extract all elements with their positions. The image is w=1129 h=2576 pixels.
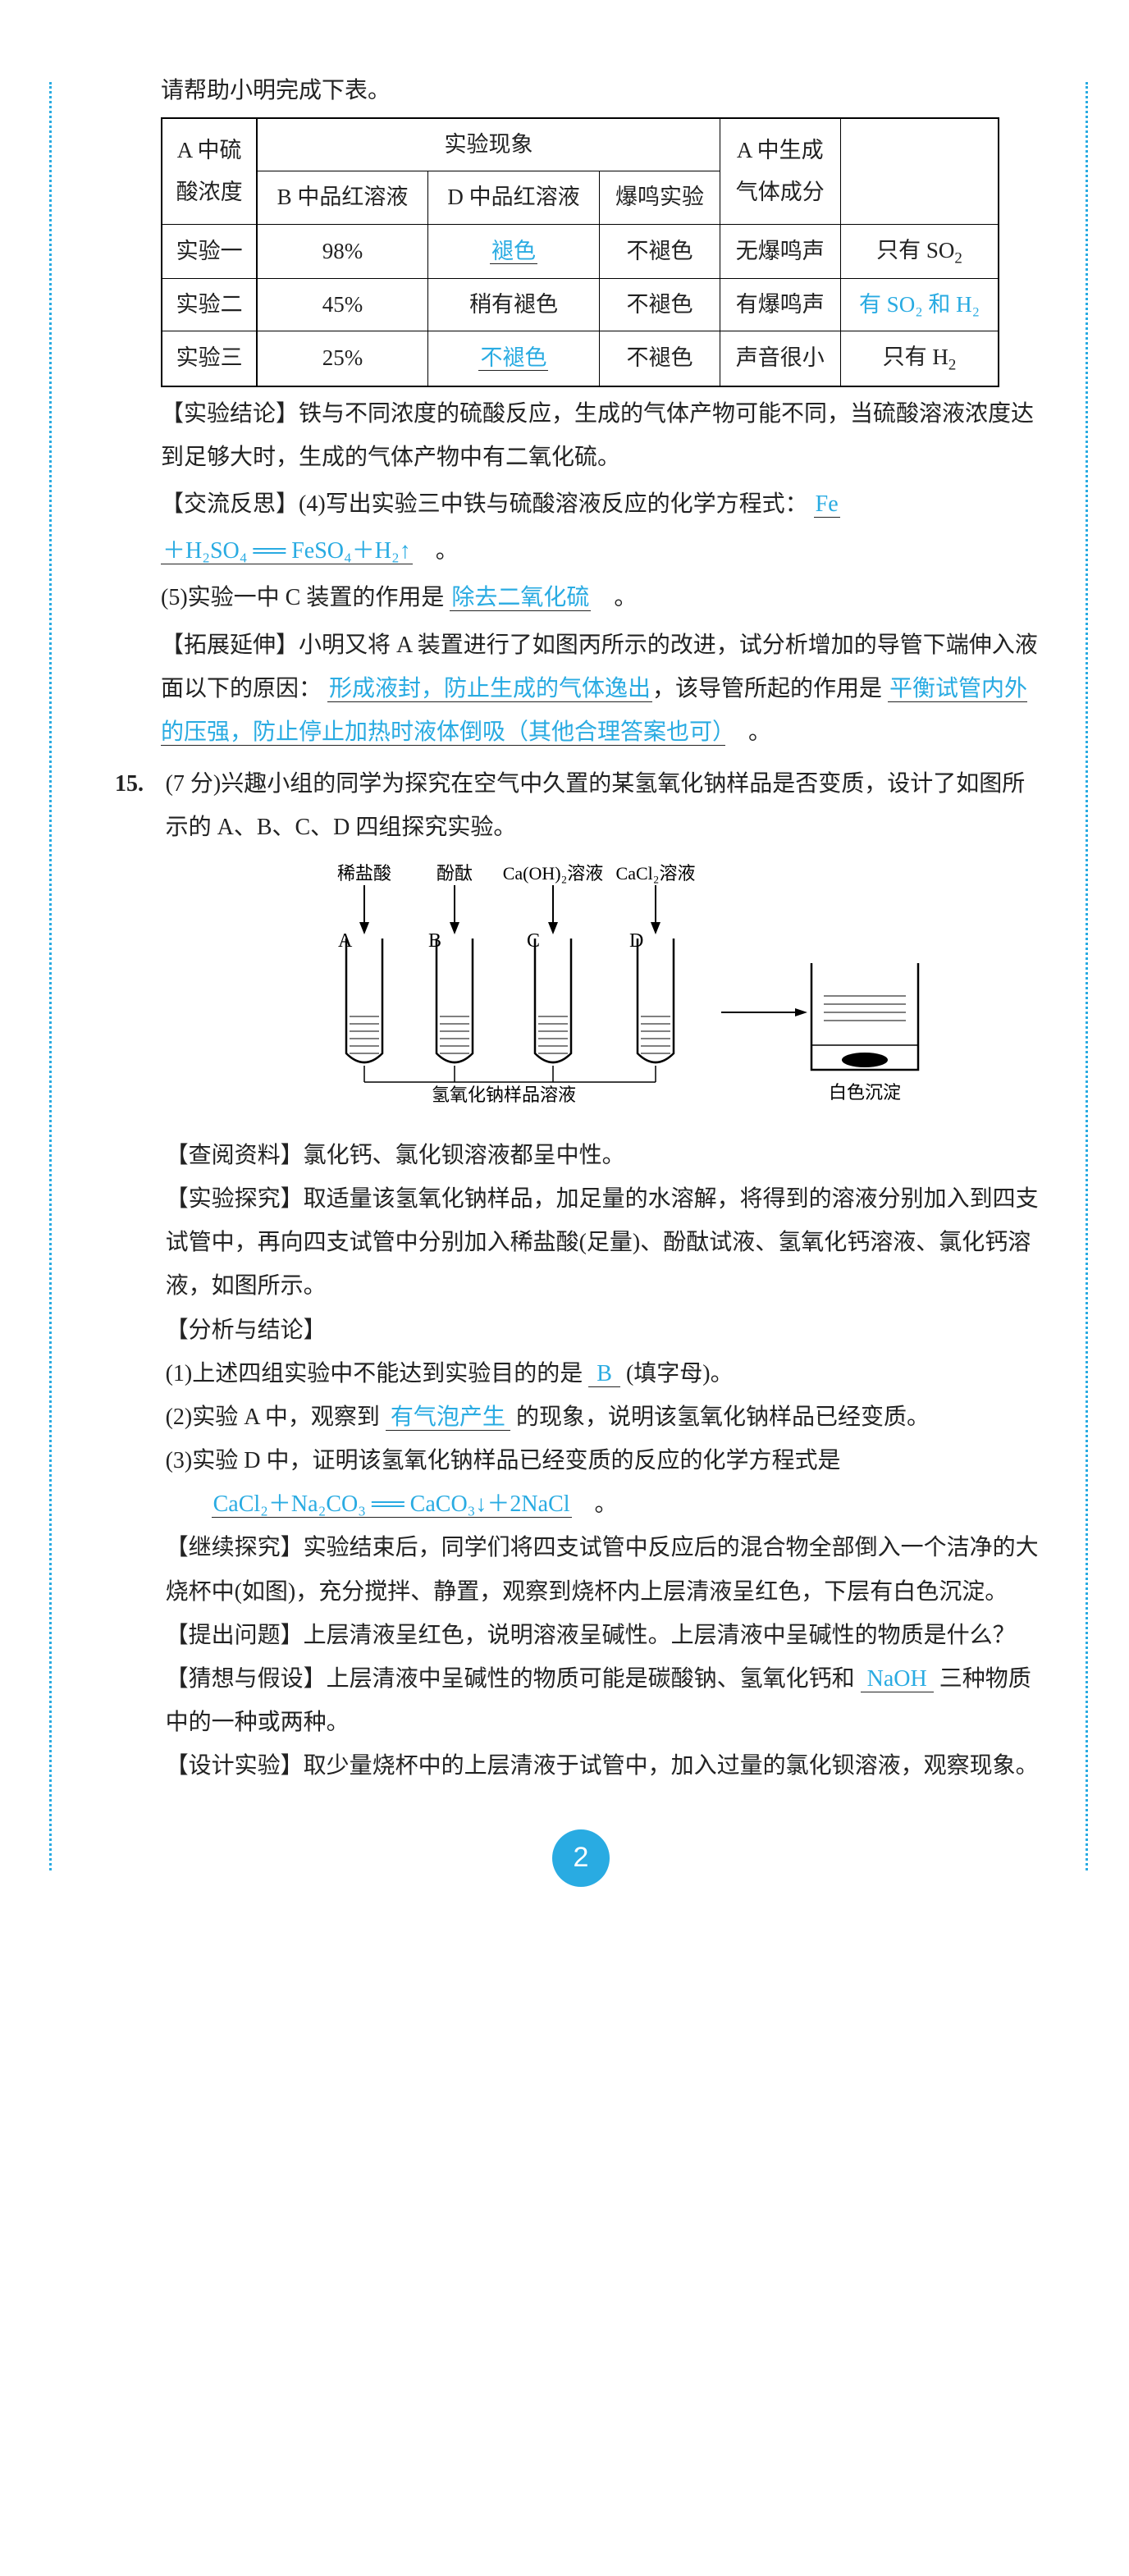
q15-sec5: 【提出问题】上层清液呈红色，说明溶液呈碱性。上层清液中呈碱性的物质是什么？ [166, 1614, 1047, 1657]
svg-text:CaCl₂溶液: CaCl₂溶液 [615, 863, 695, 884]
q15-diagram: 稀盐酸A酚酞BCa(OH)₂溶液CCaCl₂溶液D 红色 溶液 白色沉淀 [166, 856, 1047, 1126]
q15-a3: (3)实验 D 中，证明该氢氧化钠样品已经变质的反应的化学方程式是 [166, 1439, 1047, 1482]
th-col1: A 中硫酸浓度 [162, 118, 257, 224]
q15-sec4: 【继续探究】实验结束后，同学们将四支试管中反应后的混合物全部倒入一个洁净的大烧杯… [166, 1526, 1047, 1613]
th-mid: 实验现象 [257, 118, 720, 171]
svg-text:C: C [527, 930, 540, 952]
question-15: 15. (7 分)兴趣小组的同学为探究在空气中久置的某氢氧化钠样品是否变质，设计… [115, 762, 1047, 1788]
extend: 【拓展延伸】小明又将 A 装置进行了如图丙所示的改进，试分析增加的导管下端伸入液… [115, 623, 1047, 755]
th-d: D 中品红溶液 [427, 171, 599, 224]
q15-sec2: 【实验探究】取适量该氢氧化钠样品，加足量的水溶解，将得到的溶液分别加入到四支试管… [166, 1177, 1047, 1309]
svg-text:酚酞: 酚酞 [437, 863, 473, 884]
experiment-table: A 中硫酸浓度 实验现象 A 中生成气体成分 B 中品红溶液 D 中品红溶液 爆… [161, 117, 999, 387]
reflect-q5: (5)实验一中 C 装置的作用是 除去二氧化硫 。 [115, 576, 1047, 619]
q15-a3-ans: CaCl₂＋Na₂CO₃ ══ CaCO₃↓＋2NaCl 。 [166, 1482, 1047, 1526]
svg-text:B: B [428, 930, 441, 952]
svg-text:D: D [629, 930, 643, 952]
th-e: 爆鸣实验 [600, 171, 720, 224]
q15-a1: (1)上述四组实验中不能达到实验目的的是 B (填字母)。 [166, 1352, 1047, 1395]
q15-stem: (7 分)兴趣小组的同学为探究在空气中久置的某氢氧化钠样品是否变质，设计了如图所… [166, 762, 1047, 849]
th-b: B 中品红溶液 [257, 171, 427, 224]
table-row: 实验二 45% 稍有褪色 不褪色 有爆鸣声 有 SO₂ 和 H₂ [162, 279, 999, 331]
svg-text:稀盐酸: 稀盐酸 [337, 863, 391, 884]
svg-text:氢氧化钠样品溶液: 氢氧化钠样品溶液 [432, 1085, 576, 1105]
conclusion: 【实验结论】铁与不同浓度的硫酸反应，生成的气体产物可能不同，当硫酸溶液浓度达到足… [115, 392, 1047, 479]
q15-sec1: 【查阅资料】氯化钙、氯化钡溶液都呈中性。 [166, 1134, 1047, 1177]
q15-a2: (2)实验 A 中，观察到 有气泡产生 的现象，说明该氢氧化钠样品已经变质。 [166, 1395, 1047, 1439]
q15-sec3-label: 【分析与结论】 [166, 1309, 1047, 1352]
q15-sec7: 【设计实验】取少量烧杯中的上层清液于试管中，加入过量的氯化钡溶液，观察现象。 [166, 1744, 1047, 1788]
th-right: A 中生成气体成分 [720, 118, 840, 224]
page-content: 请帮助小明完成下表。 A 中硫酸浓度 实验现象 A 中生成气体成分 B 中品红溶… [115, 69, 1047, 1887]
q15-sec6: 【猜想与假设】上层清液中呈碱性的物质可能是碳酸钠、氢氧化钙和 NaOH 三种物质… [166, 1657, 1047, 1744]
reflect-q4: 【交流反思】(4)写出实验三中铁与硫酸溶液反应的化学方程式： Fe [115, 482, 1047, 526]
intro-line: 请帮助小明完成下表。 [115, 69, 1047, 112]
table-row: 实验一 98% 褪色 不褪色 无爆鸣声 只有 SO2 [162, 224, 999, 278]
svg-text:白色沉淀: 白色沉淀 [829, 1082, 901, 1103]
page-number-badge: 2 [552, 1829, 610, 1887]
q15-number: 15. [115, 762, 166, 806]
table-row: 实验三 25% 不褪色 不褪色 声音很小 只有 H2 [162, 331, 999, 386]
reflect-q4-line2: ＋H₂SO₄ ══ FeSO₄＋H₂↑ 。 [115, 529, 1047, 573]
svg-text:Ca(OH)₂溶液: Ca(OH)₂溶液 [503, 863, 604, 884]
